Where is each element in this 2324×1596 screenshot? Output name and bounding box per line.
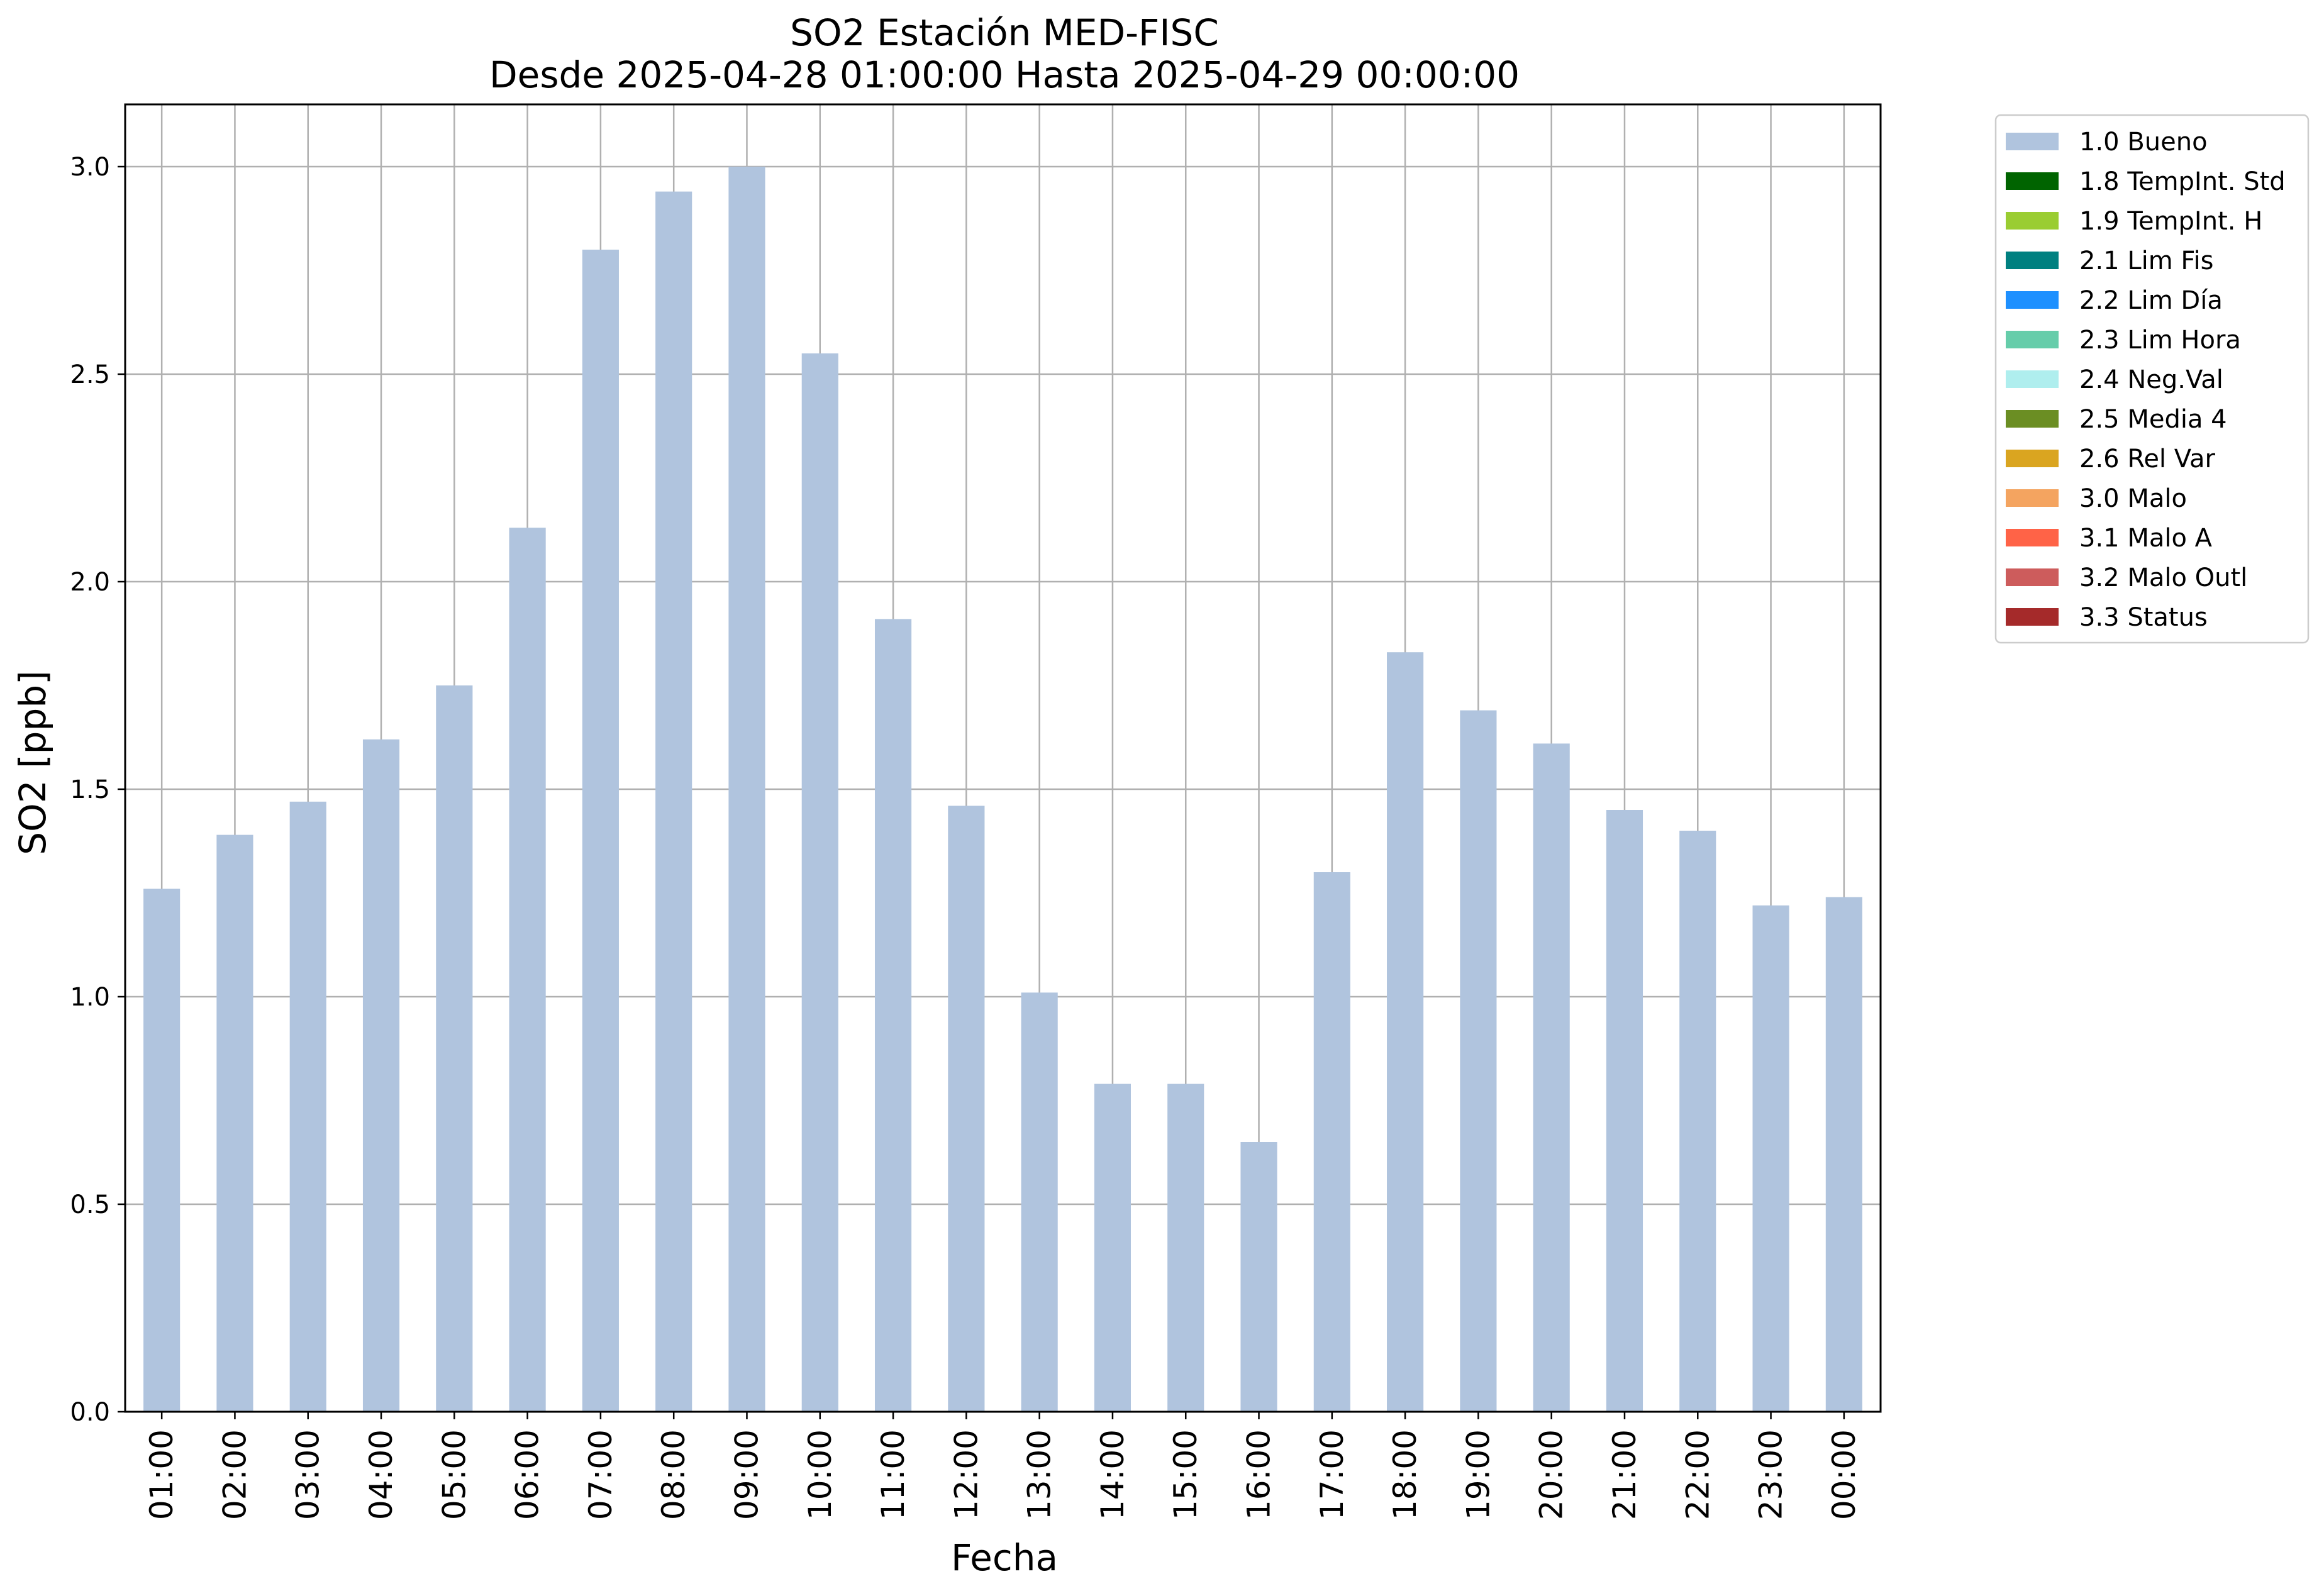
legend-label: 3.3 Status [2079,603,2208,632]
bar-07:00 [582,250,619,1412]
x-tick-label: 11:00 [875,1429,911,1520]
x-tick-label: 12:00 [948,1429,984,1520]
legend-label: 3.1 Malo A [2079,524,2213,553]
x-tick-label: 06:00 [509,1429,546,1520]
bar-02:00 [216,834,253,1412]
x-tick-label: 15:00 [1167,1429,1204,1520]
x-tick-label: 13:00 [1021,1429,1058,1520]
y-tick-label: 1.0 [70,983,110,1012]
y-tick-label: 2.5 [70,360,110,389]
legend-label: 1.0 Bueno [2079,128,2208,157]
legend-label: 2.5 Media 4 [2079,405,2227,434]
legend-label: 2.4 Neg.Val [2079,365,2223,394]
y-tick-label: 2.0 [70,568,110,597]
bar-05:00 [436,685,473,1412]
bar-08:00 [655,191,692,1412]
legend-swatch [2006,252,2059,269]
legend-label: 3.2 Malo Outl [2079,563,2247,592]
bar-23:00 [1752,905,1789,1412]
bar-15:00 [1167,1083,1204,1412]
y-axis-ticks: 0.0 0.5 1.0 1.5 2.0 2.5 3.0 [70,153,125,1427]
bar-14:00 [1094,1083,1131,1412]
y-tick-label: 1.5 [70,775,110,804]
x-tick-label: 00:00 [1826,1429,1862,1520]
legend-swatch [2006,568,2059,586]
legend-box [1994,114,2310,644]
bar-09:00 [728,167,765,1412]
x-tick-label: 10:00 [802,1429,838,1520]
y-tick-label: 0.5 [70,1190,110,1219]
legend-label: 1.9 TempInt. H [2079,207,2262,236]
bar-06:00 [509,528,546,1412]
bar-20:00 [1533,743,1570,1412]
bar-10:00 [801,353,838,1412]
legend-swatch [2006,331,2059,348]
x-tick-label: 22:00 [1679,1429,1716,1520]
bar-series [143,167,1862,1412]
x-axis-label: Fecha [951,1536,1058,1579]
bar-13:00 [1021,992,1058,1412]
x-tick-label: 01:00 [143,1429,180,1520]
legend: 1.0 Bueno 1.8 TempInt. Std 1.9 TempInt. H 2… [1994,114,2310,644]
bar-01:00 [143,889,181,1412]
legend-swatch [2006,370,2059,388]
x-axis-ticks: 01:00 02:00 03:00 04:00 05:00 06:00 07:00 08:00… [143,1412,1862,1520]
y-tick-label: 3.0 [70,153,110,182]
x-tick-label: 09:00 [728,1429,765,1520]
bar-19:00 [1460,710,1497,1412]
x-tick-label: 02:00 [216,1429,253,1520]
chart-subtitle: Desde 2025-04-28 01:00:00 Hasta 2025-04-… [489,53,1520,96]
legend-swatch [2006,133,2059,150]
legend-swatch [2006,450,2059,467]
legend-label: 2.3 Lim Hora [2079,326,2241,355]
legend-swatch [2006,291,2059,309]
legend-label: 2.1 Lim Fis [2079,247,2213,275]
legend-label: 1.8 TempInt. Std [2079,167,2286,196]
bar-22:00 [1679,831,1716,1412]
x-tick-label: 23:00 [1753,1429,1789,1520]
bar-21:00 [1606,810,1643,1412]
x-tick-label: 20:00 [1533,1429,1570,1520]
x-tick-label: 19:00 [1460,1429,1496,1520]
bar-16:00 [1240,1142,1277,1412]
legend-label: 2.6 Rel Var [2079,445,2216,474]
x-tick-label: 05:00 [436,1429,472,1520]
bar-11:00 [874,619,912,1412]
legend-swatch [2006,172,2059,190]
legend-label: 3.0 Malo [2079,484,2187,513]
x-tick-label: 18:00 [1387,1429,1423,1520]
x-tick-label: 04:00 [363,1429,399,1520]
x-tick-label: 16:00 [1241,1429,1277,1520]
bar-12:00 [948,806,985,1412]
bar-00:00 [1825,897,1862,1412]
x-tick-label: 07:00 [582,1429,619,1520]
x-tick-label: 03:00 [290,1429,326,1520]
legend-label: 2.2 Lim Día [2079,286,2223,315]
x-tick-label: 21:00 [1606,1429,1643,1520]
bar-17:00 [1313,872,1350,1412]
y-tick-label: 0.0 [70,1398,110,1427]
y-axis-label: SO2 [ppb] [11,670,54,855]
legend-swatch [2006,529,2059,546]
x-tick-label: 17:00 [1314,1429,1350,1520]
x-tick-label: 08:00 [655,1429,692,1520]
bar-04:00 [362,739,400,1412]
legend-swatch [2006,212,2059,230]
chart-title: SO2 Estación MED-FISC [790,11,1219,54]
x-tick-label: 14:00 [1094,1429,1131,1520]
legend-swatch [2006,489,2059,507]
legend-swatch [2006,410,2059,428]
legend-swatch [2006,608,2059,626]
bar-03:00 [289,801,326,1412]
plot-frame [124,103,1882,1413]
bar-18:00 [1387,652,1424,1412]
